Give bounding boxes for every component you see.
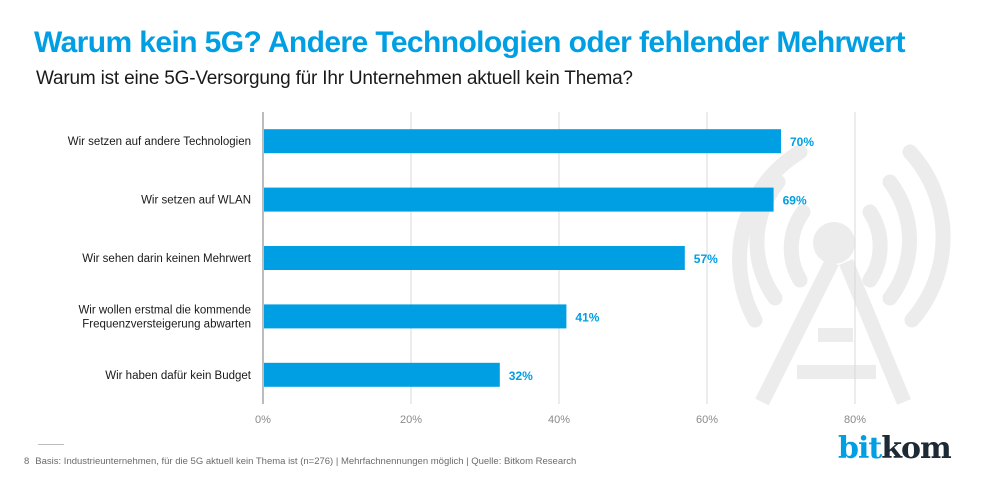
data-label: 32% — [509, 369, 533, 383]
category-label-line: Wir setzen auf andere Technologien — [68, 136, 251, 148]
x-tick-label: 40% — [548, 414, 570, 426]
category-label-line: Wir haben dafür kein Budget — [105, 370, 252, 382]
category-label-line: Frequenzversteigerung abwarten — [82, 318, 251, 330]
category-label-line: Wir wollen erstmal die kommende — [78, 304, 251, 316]
page-number: 8 — [24, 456, 30, 467]
page-title: Warum kein 5G? Andere Technologien oder … — [34, 26, 906, 59]
data-label: 57% — [694, 252, 718, 266]
bar — [264, 246, 685, 270]
x-tick-label: 80% — [844, 414, 866, 426]
category-label-line: Wir sehen darin keinen Mehrwert — [82, 253, 252, 265]
footnote-text: Basis: Industrieunternehmen, für die 5G … — [35, 456, 577, 467]
bar — [264, 129, 781, 154]
page-subtitle: Warum ist eine 5G-Versorgung für Ihr Unt… — [36, 68, 633, 89]
bitkom-logo: bitkom — [838, 431, 952, 466]
category-label-line: Wir setzen auf WLAN — [141, 195, 251, 207]
category-label: Wir haben dafür kein Budget — [105, 370, 252, 382]
footnote: 8 Basis: Industrieunternehmen, für die 5G… — [24, 456, 576, 467]
category-label: Wir sehen darin keinen Mehrwert — [82, 253, 252, 265]
x-tick-label: 60% — [696, 414, 718, 426]
x-tick-label: 0% — [255, 414, 271, 426]
x-tick-label: 20% — [400, 414, 422, 426]
radio-tower-head — [813, 222, 855, 264]
category-label: Wir wollen erstmal die kommende Frequenzv… — [78, 304, 251, 330]
bar — [264, 362, 500, 387]
radio-tower-icon — [732, 144, 951, 406]
logo-part-bit: bit — [838, 431, 882, 466]
category-label: Wir setzen auf WLAN — [141, 195, 251, 207]
data-label: 41% — [575, 310, 599, 324]
data-label: 70% — [790, 135, 814, 149]
bar — [264, 187, 774, 212]
bar — [264, 304, 567, 329]
logo-part-kom: kom — [881, 431, 952, 466]
category-label: Wir setzen auf andere Technologien — [68, 136, 251, 148]
data-label: 69% — [783, 194, 807, 208]
footnote-divider — [38, 444, 64, 445]
